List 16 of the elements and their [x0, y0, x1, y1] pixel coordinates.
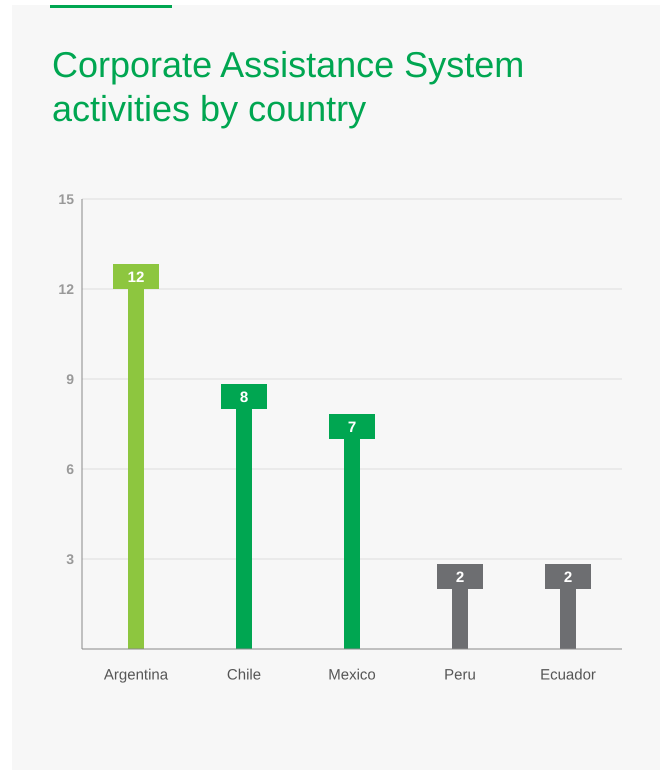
x-tick-label: Argentina [104, 666, 169, 684]
y-tick-label: 12 [58, 280, 74, 297]
data-label: 7 [348, 419, 356, 436]
x-tick-label: Chile [226, 666, 262, 684]
data-label: 8 [240, 389, 248, 406]
x-tick-label: Ecuador [540, 666, 596, 684]
data-label: 2 [564, 569, 572, 586]
x-tick-label: Peru [444, 666, 476, 684]
y-tick-label: 3 [66, 550, 74, 567]
y-tick-label: 9 [66, 370, 74, 387]
data-label: 12 [128, 269, 144, 286]
data-label: 2 [456, 569, 464, 586]
y-tick-label: 15 [58, 190, 74, 207]
chart-title: Corporate Assistance System activities by country [52, 43, 526, 131]
y-tick-label: 6 [66, 460, 74, 477]
x-tick-label: Mexico [328, 666, 376, 684]
